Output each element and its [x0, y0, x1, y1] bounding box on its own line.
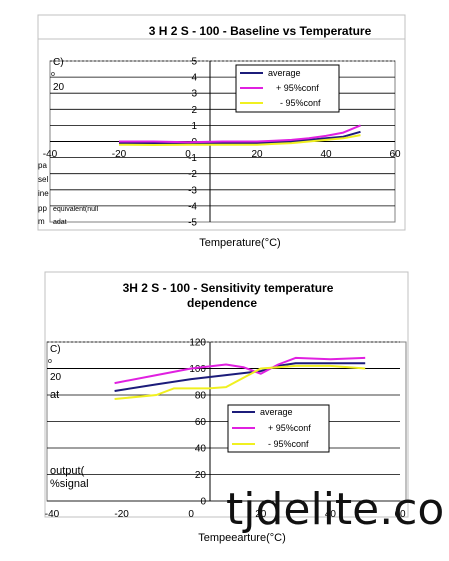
y-tick-label: -1 — [188, 153, 197, 164]
y-tick-label: 1 — [191, 121, 197, 132]
chart2-legend-label-minus: - 95%conf — [268, 439, 309, 449]
y-tick-label: 3 — [191, 89, 197, 100]
x-tick-label: -40 — [43, 149, 58, 160]
chart1: 3 H 2 S - 100 - Baseline vs Temperature … — [37, 14, 406, 249]
chart1-ylabel-fragment: pp — [38, 204, 47, 213]
chart2-ylabel-fragment: %signal — [50, 478, 89, 490]
undefined — [118, 130, 361, 145]
chart1-legend-label-minus: - 95%conf — [280, 98, 321, 108]
chart1-title: 3 H 2 S - 100 - Baseline vs Temperature — [149, 24, 372, 38]
undefined — [118, 134, 361, 146]
x-tick-label: 20 — [251, 149, 263, 160]
chart2-legend-label-average: average — [260, 407, 293, 417]
y-tick-label: 60 — [195, 417, 207, 428]
y-tick-label: 40 — [195, 444, 207, 455]
y-tick-label: -4 — [188, 201, 197, 212]
chart2-ylabel-fragment: 20 — [50, 372, 62, 383]
y-tick-label: 120 — [189, 338, 206, 349]
x-tick-label: 60 — [389, 149, 401, 160]
y-tick-label: 0 — [200, 497, 206, 508]
chart2-legend: average + 95%conf - 95%conf — [227, 404, 330, 453]
chart1-legend-label-average: average — [268, 68, 301, 78]
y-tick-label: 100 — [189, 364, 206, 375]
chart1-ylabel-fragment: ine — [38, 189, 49, 198]
y-tick-label: 80 — [195, 391, 207, 402]
chart2-title-line2: dependence — [187, 296, 257, 310]
y-tick-label: 2 — [191, 105, 197, 116]
x-tick-label: -20 — [114, 509, 129, 520]
x-tick-label: 20 — [255, 509, 267, 520]
y-tick-label: -5 — [188, 218, 197, 229]
chart1-ylabel-fragment: C) — [53, 57, 64, 68]
chart1-ylabel-fragment: o — [51, 71, 55, 78]
chart2-ylabel-fragment: C) — [50, 344, 61, 355]
x-tick-label: 0 — [188, 509, 194, 520]
chart1-series-lines — [118, 124, 361, 146]
undefined — [114, 364, 366, 400]
chart2-series-lines — [114, 356, 366, 400]
y-tick-label: -3 — [188, 185, 197, 196]
chart2-gridlines — [47, 341, 400, 502]
chart2-title-line1: 3H 2 S - 100 - Sensitivity temperature — [123, 281, 334, 295]
chart2-ylabel-fragment: o — [48, 358, 52, 365]
undefined — [114, 362, 366, 392]
undefined — [114, 356, 366, 385]
chart1-legend-label-plus: + 95%conf — [276, 83, 319, 93]
chart2-y-tick-labels: 120 100 80 60 40 20 0 — [189, 338, 206, 508]
chart1-ylabel-fragment: pa — [38, 161, 47, 170]
chart1-ylabel-fragment: 20 — [53, 82, 65, 93]
chart2-x-tick-labels: -40 -20 0 20 40 60 — [45, 509, 406, 520]
y-tick-label: 4 — [191, 73, 197, 84]
chart2: 3H 2 S - 100 - Sensitivity temperature d… — [44, 271, 409, 544]
x-tick-label: 0 — [185, 149, 191, 160]
chart2-ylabel-fragment: output( — [50, 465, 85, 477]
chart2-legend-label-plus: + 95%conf — [268, 423, 311, 433]
x-tick-label: 60 — [394, 509, 406, 520]
y-tick-label: 5 — [191, 57, 197, 68]
undefined — [119, 124, 361, 144]
chart2-ylabel-fragment: at — [50, 389, 59, 401]
chart1-ylabel-fragment: m — [38, 217, 45, 226]
chart1-ylabel-fragment: equivalent(null — [53, 206, 99, 213]
watermark-text: tjdelite.co — [226, 484, 445, 535]
y-tick-label: -2 — [188, 169, 197, 180]
chart2-x-axis-label: Tempeearture(°C) — [198, 532, 286, 544]
x-tick-label: -20 — [112, 149, 127, 160]
y-tick-label: 20 — [195, 470, 207, 481]
chart1-x-tick-labels: -40 -20 0 20 40 60 — [43, 149, 401, 160]
x-tick-label: 40 — [325, 509, 337, 520]
chart1-legend: average + 95%conf - 95%conf — [235, 64, 340, 113]
chart1-ylabel-fragment: sel — [38, 175, 48, 184]
x-tick-label: 40 — [320, 149, 332, 160]
x-tick-label: -40 — [45, 509, 60, 520]
chart1-ylabel-fragment: adat — [53, 219, 67, 226]
chart1-x-axis-label: Temperature(°C) — [199, 237, 280, 249]
